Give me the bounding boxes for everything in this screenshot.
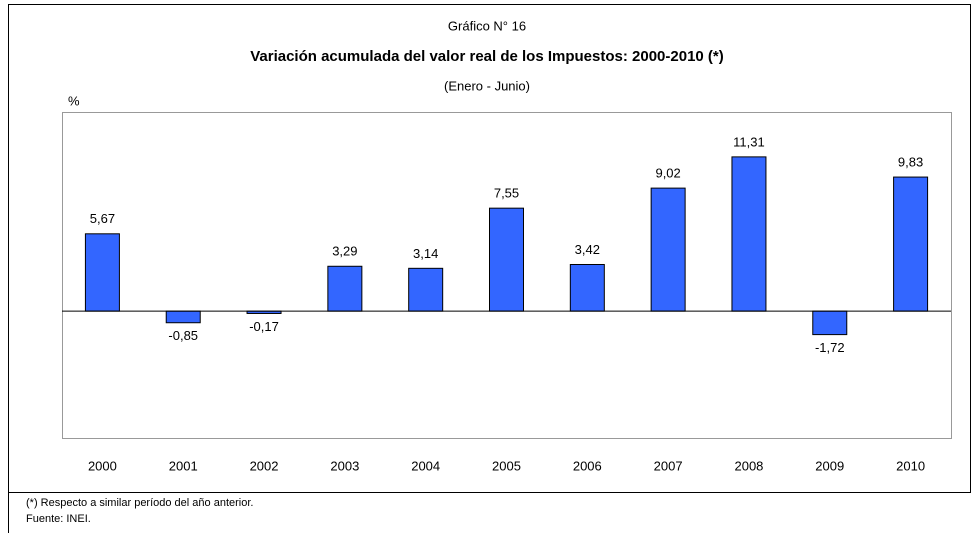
x-tick-label: 2007	[654, 458, 683, 473]
bar	[569, 263, 605, 312]
data-label: 3,29	[332, 244, 357, 259]
plot-area	[62, 112, 952, 439]
x-tick-label: 2005	[492, 458, 521, 473]
bar	[893, 176, 929, 312]
x-tick-label: 2010	[896, 458, 925, 473]
data-label: 5,67	[90, 211, 115, 226]
x-tick-label: 2002	[250, 458, 279, 473]
data-label: -1,72	[815, 340, 845, 355]
x-tick-label: 2001	[169, 458, 198, 473]
x-tick-label: 2008	[734, 458, 763, 473]
data-label: 3,42	[575, 242, 600, 257]
note: (*) Respecto a similar período del año a…	[26, 497, 253, 509]
chart-subtitle: (Enero - Junio)	[444, 78, 530, 93]
data-label: -0,17	[249, 319, 279, 334]
x-tick-label: 2004	[411, 458, 440, 473]
data-label: 3,14	[413, 246, 438, 261]
bar	[812, 310, 848, 336]
bar	[650, 187, 686, 312]
chart-frame	[8, 4, 971, 493]
bar	[731, 156, 767, 312]
bar	[84, 233, 120, 312]
bar	[408, 267, 444, 312]
data-label: 11,31	[733, 134, 765, 149]
data-label: 9,02	[655, 166, 680, 181]
bar	[165, 310, 201, 324]
x-tick-label: 2003	[330, 458, 359, 473]
x-tick-label: 2009	[815, 458, 844, 473]
bar	[489, 207, 524, 312]
data-label: 9,83	[898, 155, 923, 170]
bar	[327, 265, 363, 312]
x-tick-label: 2006	[573, 458, 602, 473]
data-label: -0,85	[168, 328, 198, 343]
chart-title: Variación acumulada del valor real de lo…	[250, 48, 724, 65]
data-label: 7,55	[494, 186, 519, 201]
y-axis-label: %	[68, 93, 80, 108]
x-tick-label: 2000	[88, 458, 117, 473]
chart-label: Gráfico N° 16	[448, 18, 526, 33]
note: Fuente: INEI.	[26, 513, 91, 525]
